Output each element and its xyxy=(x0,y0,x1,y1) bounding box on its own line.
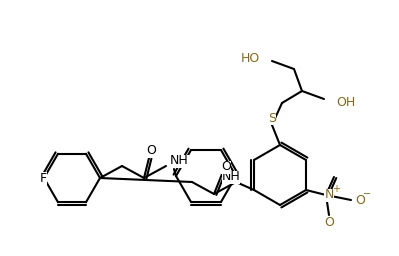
Text: O: O xyxy=(146,144,156,157)
Text: S: S xyxy=(268,112,276,124)
Text: F: F xyxy=(40,172,47,185)
Text: N: N xyxy=(324,188,334,201)
Text: NH: NH xyxy=(170,155,189,167)
Text: −: − xyxy=(363,189,371,199)
Text: +: + xyxy=(332,184,340,194)
Text: O: O xyxy=(221,161,231,174)
Text: O: O xyxy=(355,194,365,207)
Text: NH: NH xyxy=(221,170,240,184)
Text: HO: HO xyxy=(241,51,260,65)
Text: OH: OH xyxy=(336,95,355,109)
Text: O: O xyxy=(324,217,334,229)
